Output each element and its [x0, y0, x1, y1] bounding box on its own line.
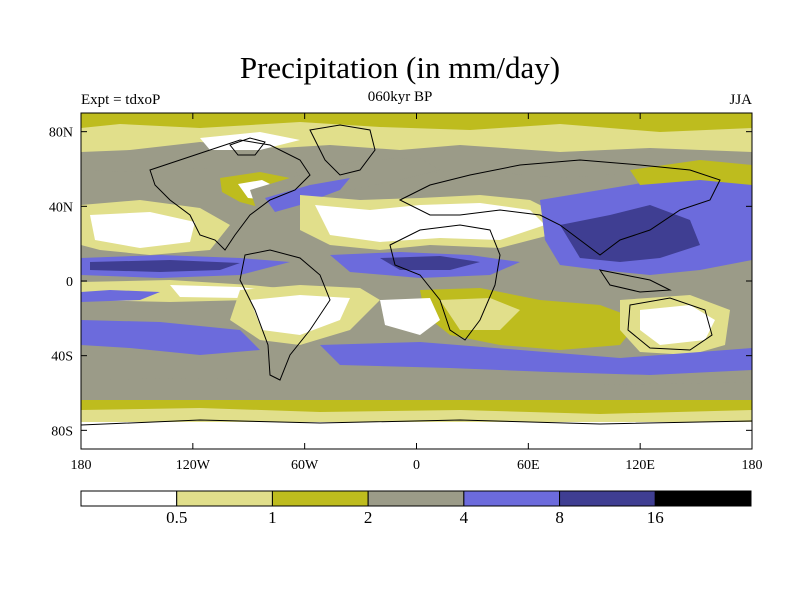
- longitude-ticks: 180 120W 60W 0 60E 120E 180: [71, 113, 763, 473]
- y-tick-label: 0: [66, 275, 73, 290]
- x-tick-label: 180: [71, 458, 92, 473]
- period-label: 060kyr BP: [367, 89, 433, 105]
- colorbar-label: 1: [268, 508, 277, 527]
- colorbar-swatch: [271, 490, 369, 507]
- x-tick-label: 120W: [176, 458, 211, 473]
- colorbar-label: 0.5: [166, 508, 187, 527]
- colorbar-swatch: [463, 490, 561, 507]
- coastlines: [81, 124, 752, 426]
- y-tick-label: 80N: [49, 126, 73, 141]
- colorbar-label: 2: [364, 508, 373, 527]
- y-tick-label: 80S: [51, 424, 73, 439]
- map-title: Precipitation (in mm/day): [239, 50, 561, 85]
- y-tick-label: 40N: [49, 200, 73, 215]
- colorbar-swatch: [176, 490, 273, 507]
- experiment-label: Expt = tdxoP: [81, 92, 161, 108]
- y-tick-label: 40S: [51, 350, 73, 365]
- x-tick-label: 60E: [517, 458, 540, 473]
- x-tick-label: 120E: [625, 458, 655, 473]
- colorbar-swatch: [80, 490, 178, 507]
- season-label: JJA: [729, 92, 752, 108]
- x-tick-label: 180: [742, 458, 763, 473]
- colorbar-label: 4: [460, 508, 469, 527]
- colorbar-swatch: [367, 490, 465, 507]
- x-tick-label: 0: [413, 458, 420, 473]
- colorbar-swatch: [654, 490, 752, 507]
- colorbar-label: 8: [555, 508, 564, 527]
- x-tick-label: 60W: [291, 458, 319, 473]
- latitude-ticks: 80N 40N 0 40S 80S: [49, 126, 752, 439]
- colorbar: 0.5 1 2 4 8 16: [80, 490, 752, 527]
- precipitation-field: [81, 113, 752, 449]
- colorbar-swatch: [559, 490, 656, 507]
- colorbar-label: 16: [647, 508, 664, 527]
